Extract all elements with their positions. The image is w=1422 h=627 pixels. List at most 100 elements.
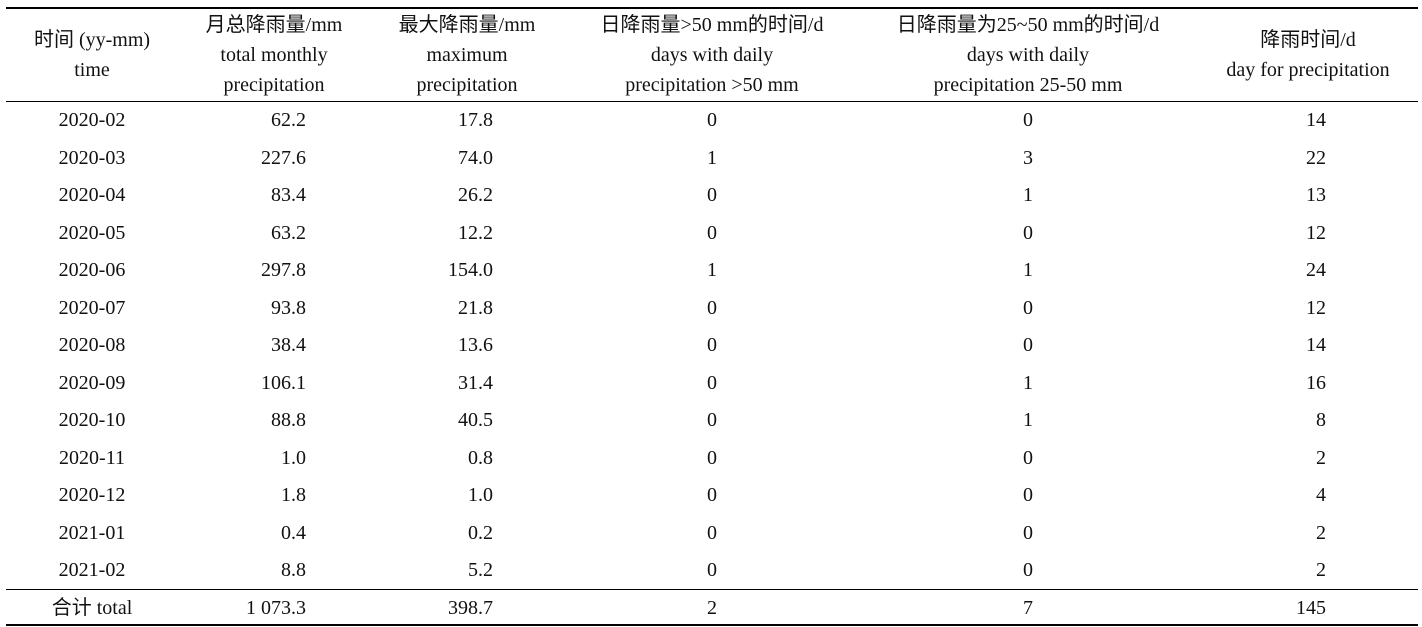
cell: 0 (1023, 221, 1033, 244)
cell: 21.8 (458, 296, 493, 319)
header-cell: days with daily (650, 44, 774, 66)
total-cell: 398.7 (448, 597, 493, 619)
header-cell: days with daily (966, 44, 1090, 66)
total-cell: 2 (707, 597, 717, 619)
cell: 0 (1023, 484, 1033, 506)
cell: 1 (1023, 259, 1033, 281)
cell: 1 (1023, 184, 1033, 206)
cell: 0 (707, 446, 717, 469)
cell: 2020-05 (58, 221, 126, 244)
total-rule (6, 589, 1418, 590)
cell: 2020-09 (58, 371, 126, 394)
cell: 22 (1306, 146, 1326, 169)
cell: 93.8 (271, 296, 306, 319)
cell: 2020-07 (58, 296, 126, 319)
cell: 2021-02 (58, 559, 126, 581)
cell: 0 (707, 409, 717, 431)
cell: 0.4 (281, 521, 306, 544)
cell: 16 (1306, 371, 1326, 394)
cell: 4 (1316, 484, 1326, 506)
cell: 63.2 (271, 221, 306, 244)
cell: 2020-10 (58, 409, 126, 431)
total-cell: 145 (1296, 597, 1326, 619)
header-rule (6, 101, 1418, 102)
cell: 2020-06 (58, 259, 126, 281)
cell: 31.4 (458, 371, 493, 394)
header-cell: day for precipitation (1226, 59, 1390, 81)
header-cell: 月总降雨量/mm (205, 14, 343, 36)
cell: 1.0 (468, 484, 493, 506)
cell: 2 (1316, 521, 1326, 544)
header-cell: precipitation (416, 74, 518, 96)
cell: 0 (707, 484, 717, 506)
cell: 2020-08 (58, 334, 126, 356)
top-rule (6, 7, 1418, 9)
total-cell: 7 (1023, 597, 1033, 619)
cell: 2020-04 (58, 184, 126, 206)
cell: 17.8 (458, 109, 493, 131)
cell: 2021-01 (58, 521, 126, 544)
cell: 38.4 (271, 334, 306, 356)
cell: 1.8 (281, 484, 306, 506)
cell: 3 (1023, 146, 1033, 169)
header-cell: 日降雨量>50 mm的时间/d (600, 14, 824, 36)
cell: 0 (707, 371, 717, 394)
cell: 24 (1306, 259, 1326, 281)
header-cell: total monthly (220, 44, 328, 66)
header-cell: 时间 (yy-mm) (33, 29, 151, 51)
cell: 12 (1306, 221, 1326, 244)
cell: 74.0 (458, 146, 493, 169)
header-cell: precipitation 25-50 mm (933, 74, 1123, 96)
cell: 12 (1306, 296, 1326, 319)
cell: 88.8 (271, 409, 306, 431)
cell: 0 (707, 221, 717, 244)
cell: 2020-03 (58, 146, 126, 169)
cell: 0.8 (468, 446, 493, 469)
cell: 106.1 (261, 371, 306, 394)
cell: 0 (707, 296, 717, 319)
cell: 0.2 (468, 521, 493, 544)
cell: 0 (707, 559, 717, 581)
cell: 1 (1023, 371, 1033, 394)
cell: 0 (1023, 296, 1033, 319)
cell: 2020-12 (58, 484, 126, 506)
cell: 1 (1023, 409, 1033, 431)
header-cell: precipitation (223, 74, 325, 96)
total-cell: 1 073.3 (246, 597, 306, 619)
cell: 2 (1316, 446, 1326, 469)
cell: 83.4 (271, 184, 306, 206)
header-cell: maximum (426, 44, 508, 66)
cell: 0 (1023, 559, 1033, 581)
header-cell: 最大降雨量/mm (398, 14, 536, 36)
cell: 154.0 (448, 259, 493, 281)
cell: 1 (707, 146, 717, 169)
cell: 62.2 (271, 109, 306, 131)
bottom-rule (6, 624, 1418, 626)
cell: 2 (1316, 559, 1326, 581)
cell: 0 (1023, 446, 1033, 469)
cell: 2020-11 (59, 446, 125, 469)
cell: 0 (707, 334, 717, 356)
cell: 40.5 (458, 409, 493, 431)
cell: 2020-02 (58, 109, 126, 131)
cell: 227.6 (261, 146, 306, 169)
cell: 1 (707, 259, 717, 281)
header-cell: 降雨时间/d (1260, 29, 1356, 51)
total-cell: 合计 total (51, 597, 133, 619)
cell: 1.0 (281, 446, 306, 469)
header-cell: 日降雨量为25~50 mm的时间/d (896, 14, 1160, 36)
cell: 8 (1316, 409, 1326, 431)
cell: 0 (1023, 334, 1033, 356)
cell: 0 (1023, 521, 1033, 544)
cell: 13 (1306, 184, 1326, 206)
cell: 5.2 (468, 559, 493, 581)
cell: 0 (707, 521, 717, 544)
cell: 0 (707, 184, 717, 206)
cell: 13.6 (458, 334, 493, 356)
cell: 26.2 (458, 184, 493, 206)
cell: 297.8 (261, 259, 306, 281)
cell: 0 (1023, 109, 1033, 131)
cell: 14 (1306, 109, 1326, 131)
cell: 12.2 (458, 221, 493, 244)
